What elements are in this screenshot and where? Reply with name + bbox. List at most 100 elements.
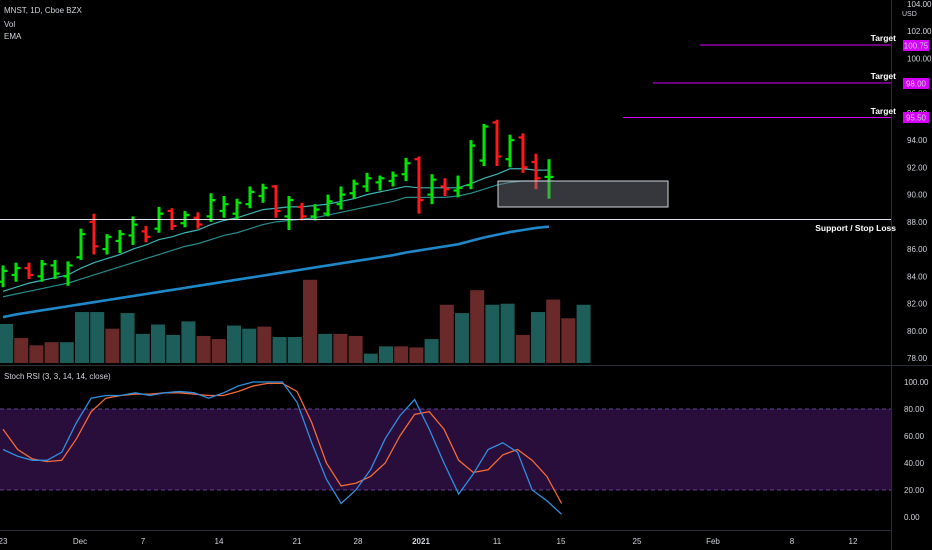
volume-bar — [333, 333, 348, 363]
ema-slow-line — [2, 225, 550, 319]
stoch-tick-label: 20.00 — [904, 486, 925, 495]
ohlc-bar — [518, 133, 528, 173]
volume-bar — [44, 342, 59, 363]
volume-bar — [29, 345, 44, 363]
volume-bar — [0, 324, 13, 363]
ohlc-bar — [115, 230, 125, 254]
ohlc-bar — [50, 259, 60, 280]
ohlc-bar — [453, 175, 463, 198]
ohlc-bar — [479, 123, 489, 167]
volume-bar — [135, 333, 150, 363]
target-text-3: Target — [871, 106, 897, 116]
volume-bar — [379, 346, 393, 363]
ohlc-bar — [63, 261, 73, 286]
ohlc-bar — [219, 195, 229, 218]
ema-label[interactable]: EMA — [4, 32, 22, 41]
date-tick-label: 11 — [493, 537, 502, 546]
date-tick-label: Feb — [706, 537, 720, 546]
volume-bar — [439, 304, 454, 363]
price-tick-label: 88.00 — [907, 218, 928, 227]
price-bars — [0, 119, 554, 288]
ohlc-bar — [11, 262, 21, 282]
ohlc-bar — [440, 178, 450, 196]
volume-bar — [500, 303, 515, 363]
volume-bar — [75, 312, 89, 363]
date-tick-label: 8 — [790, 537, 795, 546]
volume-bar — [318, 333, 333, 363]
target-flag-1 — [903, 40, 929, 51]
ohlc-bar — [24, 262, 34, 280]
target-text-1: Target — [871, 33, 897, 43]
stoch-tick-label: 40.00 — [904, 459, 925, 468]
volume-bar — [196, 335, 211, 363]
price-tick-label: 92.00 — [907, 163, 928, 172]
stoch-rsi-label[interactable]: Stoch RSI (3, 3, 14, 14, close) — [4, 372, 111, 381]
stoch-tick-label: 60.00 — [904, 432, 925, 441]
price-tick-label: 84.00 — [907, 272, 928, 281]
target-flag-text-2: 98.00 — [906, 80, 927, 89]
volume-bar — [455, 313, 469, 363]
volume-label[interactable]: Vol — [4, 20, 16, 29]
ohlc-bar — [323, 194, 333, 217]
ohlc-bar — [76, 228, 86, 260]
ohlc-bar — [362, 172, 372, 192]
volume-bar — [485, 304, 500, 363]
volume-bar — [303, 279, 317, 363]
ohlc-bar — [505, 134, 515, 168]
price-tick-label: 102.00 — [907, 27, 932, 36]
time-axis[interactable]: 23 Dec 7 14 21 28 2021 11 15 25 Feb 8 12 — [0, 537, 858, 546]
ohlc-bar — [531, 153, 541, 190]
price-tick-label: 86.00 — [907, 245, 928, 254]
price-tick-label: 90.00 — [907, 191, 928, 200]
symbol-title[interactable]: MNST, 1D, Cboe BZX — [4, 6, 82, 15]
ohlc-bar — [310, 204, 320, 221]
volume-bar — [287, 337, 302, 363]
stoch-lines — [2, 381, 563, 515]
date-tick-label: Dec — [73, 537, 87, 546]
stoch-tick-label: 80.00 — [904, 405, 925, 414]
date-tick-label: 15 — [557, 537, 566, 546]
ohlc-bar — [0, 265, 8, 288]
ohlc-bar — [375, 175, 385, 191]
consolidation-box — [497, 180, 669, 208]
price-axis[interactable]: 104.00102.00100.0098.0096.0094.0092.0090… — [907, 0, 932, 363]
target-flag-2 — [903, 78, 929, 89]
ohlc-bar — [102, 234, 112, 255]
volume-bar — [242, 328, 257, 363]
volume-bar — [151, 324, 165, 363]
volume-bar — [211, 339, 226, 363]
ohlc-bar — [271, 185, 281, 218]
stoch-axis[interactable]: 100.00 80.00 60.00 40.00 20.00 0.00 — [904, 378, 929, 522]
ohlc-bar — [297, 202, 307, 221]
price-tick-label: 104.00 — [907, 0, 932, 9]
ohlc-bar — [141, 225, 151, 243]
volume-bar — [394, 346, 409, 363]
date-tick-label: 21 — [293, 537, 302, 546]
volume-bar — [515, 334, 530, 363]
target-flag-text-1: 100.75 — [904, 42, 929, 51]
stoch-k-line — [2, 381, 563, 515]
volume-bar — [409, 347, 424, 363]
volume-bar — [59, 342, 74, 363]
ohlc-bar — [193, 212, 203, 229]
stoch-d-line — [2, 382, 563, 504]
volume-bar — [90, 312, 105, 363]
volume-bar — [105, 328, 120, 363]
ohlc-bar — [37, 259, 47, 282]
volume-bar — [531, 312, 545, 363]
ohlc-bar — [401, 157, 411, 181]
ohlc-bar — [89, 213, 99, 255]
ohlc-bar — [258, 183, 268, 203]
stoch-band — [0, 409, 891, 490]
volume-bar — [14, 338, 29, 363]
date-tick-label: 25 — [633, 537, 642, 546]
volume-bar — [120, 313, 135, 363]
volume-bar — [348, 335, 363, 363]
ohlc-bar — [284, 195, 294, 231]
ohlc-bar — [128, 216, 138, 245]
ohlc-bar — [414, 156, 424, 214]
date-tick-label: 12 — [849, 537, 858, 546]
ohlc-bar — [466, 140, 476, 190]
